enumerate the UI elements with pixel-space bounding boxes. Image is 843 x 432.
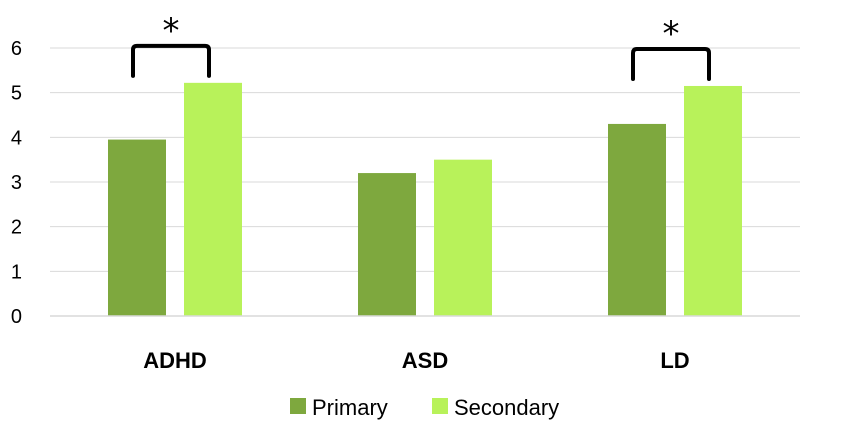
bar-secondary-ld	[684, 85, 742, 316]
significance-bracket	[131, 43, 211, 78]
gridlines	[50, 47, 800, 272]
y-tick-label: 0	[11, 306, 22, 328]
significance-bracket	[631, 46, 711, 81]
legend-swatch-primary	[290, 398, 306, 414]
legend-label-secondary: Secondary	[454, 395, 559, 420]
bar-primary-asd	[358, 173, 416, 316]
category-label: ASD	[402, 348, 448, 373]
bar-primary-adhd	[108, 139, 166, 316]
y-axis-tick-labels: 0 1 2 3 4 5 6	[11, 38, 22, 328]
category-labels: ADHD ASD LD	[143, 348, 689, 373]
y-tick-label: 6	[11, 38, 22, 60]
legend-label-primary: Primary	[312, 395, 388, 420]
category-label: ADHD	[143, 348, 207, 373]
y-tick-label: 3	[11, 172, 22, 194]
bar-secondary-asd	[434, 159, 492, 316]
significance-annotations: * *	[131, 11, 711, 81]
y-tick-label: 4	[11, 127, 22, 149]
bar-primary-ld	[608, 123, 666, 316]
bar-secondary-adhd	[184, 82, 242, 316]
y-tick-label: 5	[11, 83, 22, 105]
legend-swatch-secondary	[432, 398, 448, 414]
significance-star: *	[663, 14, 680, 54]
legend: Primary Secondary	[290, 395, 559, 420]
bars	[108, 82, 742, 316]
category-label: LD	[660, 348, 689, 373]
y-tick-label: 2	[11, 217, 22, 239]
y-tick-label: 1	[11, 261, 22, 283]
significance-star: *	[163, 11, 180, 51]
